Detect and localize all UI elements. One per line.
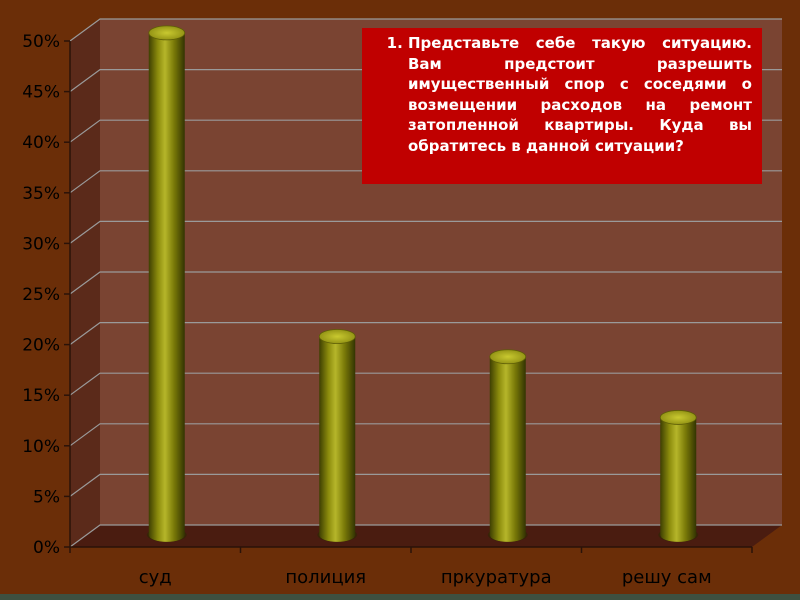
gridline — [69, 423, 782, 447]
y-tick-label: 45% — [22, 83, 60, 103]
bar-top — [489, 349, 527, 365]
y-tick-label: 40% — [22, 133, 60, 153]
bar-пркуратура — [489, 356, 526, 542]
y-tick-label: 0% — [33, 538, 60, 558]
y-tick-label: 30% — [22, 234, 60, 254]
bar-суд — [148, 32, 185, 542]
gridline — [69, 372, 782, 396]
bar-решу сам — [660, 417, 697, 542]
bar-top — [659, 410, 697, 425]
bar-top — [148, 25, 186, 41]
bar-top — [318, 329, 356, 344]
x-tick-label: пркуратура — [441, 567, 552, 588]
gridline — [69, 220, 782, 244]
y-tick-label: 10% — [22, 437, 60, 457]
x-tick-label: суд — [139, 567, 172, 588]
bar-полиция — [319, 336, 356, 542]
y-tick-label: 35% — [22, 184, 60, 204]
gridline — [69, 473, 782, 497]
y-tick-label: 20% — [22, 336, 60, 356]
y-tick-label: 25% — [22, 285, 60, 305]
y-tick-label: 15% — [22, 386, 60, 406]
gridline — [69, 322, 782, 346]
gridline — [69, 271, 782, 295]
chart-floor — [70, 525, 782, 547]
x-tick-label: решу сам — [622, 567, 712, 588]
question-box: Представьте себе такую ситуацию. Вам пре… — [362, 28, 762, 184]
y-tick-label: 50% — [22, 32, 60, 52]
y-tick-label: 5% — [33, 487, 60, 507]
question-text: Представьте себе такую ситуацию. Вам пре… — [408, 33, 752, 156]
x-tick-label: полиция — [285, 567, 366, 588]
bottom-strip — [0, 594, 800, 600]
gridline — [69, 18, 782, 42]
gridline — [69, 524, 782, 548]
